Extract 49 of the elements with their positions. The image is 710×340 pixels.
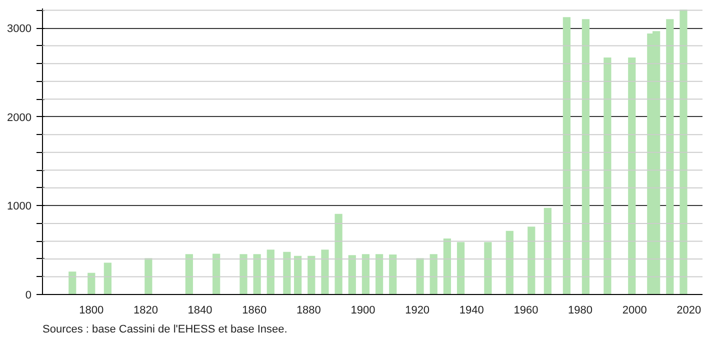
x-tick-label: 2000	[622, 304, 647, 316]
bar	[308, 256, 316, 294]
bar	[362, 254, 370, 294]
x-tick-label: 1820	[133, 304, 158, 316]
bar	[68, 272, 76, 294]
y-tick-label: 1000	[7, 200, 32, 213]
bar	[321, 250, 329, 294]
x-tick-label: 1900	[350, 304, 376, 316]
bar	[680, 10, 688, 294]
y-tick-label: 2000	[7, 112, 32, 124]
x-tick-label: 1860	[242, 304, 267, 316]
x-tick-label: 1960	[514, 304, 538, 316]
bar	[185, 254, 193, 294]
y-tick-label: 0	[25, 290, 32, 302]
bar	[456, 242, 465, 294]
bar	[416, 258, 424, 294]
x-tick-label: 1880	[296, 304, 321, 316]
x-tick-label: 1940	[459, 304, 484, 316]
bar	[389, 254, 397, 294]
x-tick-label: 1840	[188, 304, 212, 316]
bar	[528, 226, 536, 294]
bar	[283, 252, 291, 294]
x-tick-label: 2020	[676, 304, 702, 316]
bar	[430, 254, 438, 294]
bar	[506, 230, 514, 294]
bar	[253, 254, 261, 294]
bar	[240, 254, 248, 294]
bar	[294, 256, 302, 294]
bar	[582, 19, 590, 294]
bar	[484, 242, 492, 294]
x-tick-label: 1800	[79, 304, 104, 316]
bar	[628, 57, 636, 294]
bar	[104, 262, 112, 294]
bar	[348, 255, 356, 294]
bar	[334, 214, 342, 294]
bar	[443, 238, 451, 294]
bar	[212, 254, 220, 294]
bar	[375, 254, 384, 294]
x-tick-label: 1920	[405, 304, 430, 316]
y-tick-label: 3000	[7, 23, 32, 36]
bar	[544, 208, 552, 294]
x-tick-label: 1980	[568, 304, 593, 316]
bar	[266, 250, 274, 294]
bar	[562, 17, 570, 294]
bar	[604, 57, 612, 294]
bar	[88, 272, 96, 294]
bar	[144, 258, 152, 294]
source-note: Sources : base Cassini de l'EHESS et base Insee.	[42, 324, 288, 336]
bar	[666, 19, 674, 294]
